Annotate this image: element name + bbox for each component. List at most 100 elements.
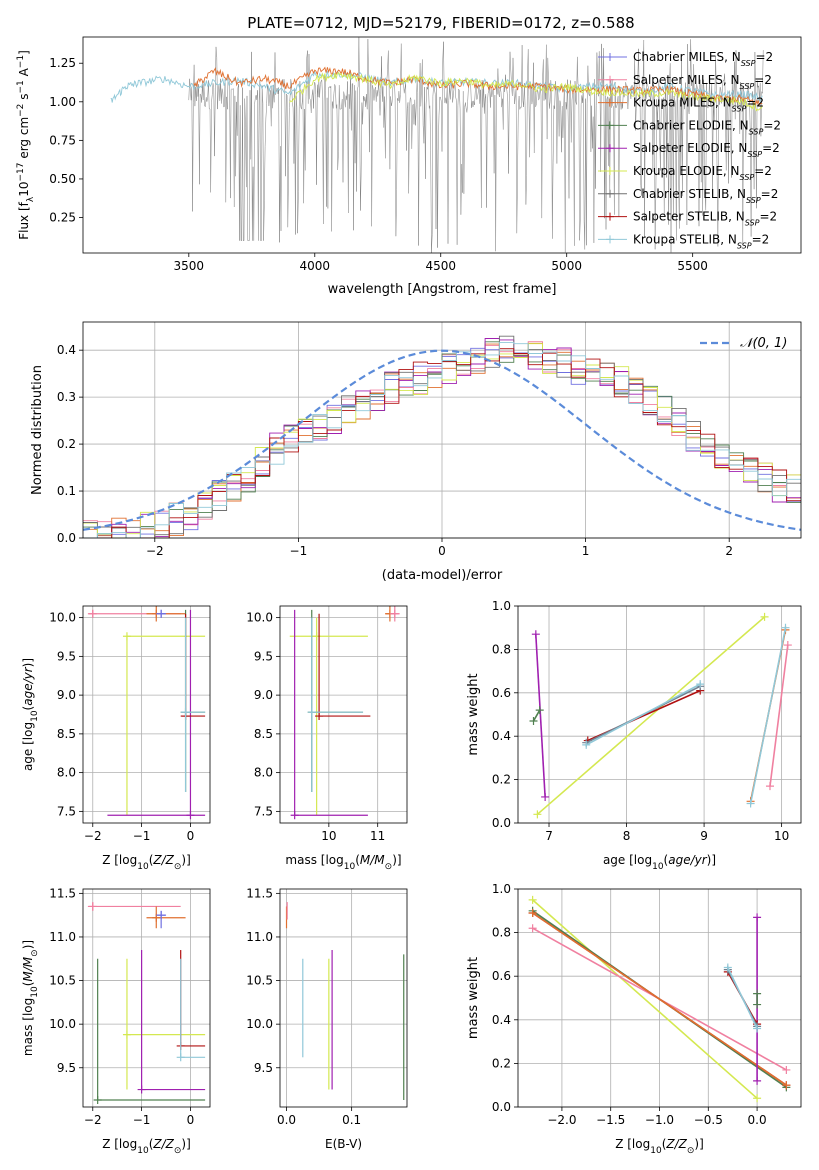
data-point bbox=[541, 792, 550, 801]
legend: Chabrier MILES, NSSP=2 Salpeter MILES, NS… bbox=[598, 50, 781, 250]
y-tick-label: 0.6 bbox=[492, 969, 511, 983]
x-tick-label: 3500 bbox=[174, 259, 205, 273]
age_vs_mass-data bbox=[289, 606, 400, 820]
y-tick-label: 0.3 bbox=[57, 390, 76, 404]
x-tick-label: 5000 bbox=[551, 259, 582, 273]
data-point bbox=[315, 712, 324, 721]
histogram-step bbox=[83, 342, 801, 538]
data-point bbox=[781, 623, 790, 632]
data-point bbox=[176, 1053, 185, 1062]
legend-label: Chabrier ELODIE, NSSP=2 bbox=[633, 118, 781, 136]
data-point bbox=[528, 924, 537, 933]
y-tick-label: 0.2 bbox=[57, 437, 76, 451]
weight-line bbox=[532, 912, 787, 1086]
y-axis-label: age [log10(age/yr)] bbox=[21, 658, 40, 771]
y-tick-label: 8.5 bbox=[57, 727, 76, 741]
data-point bbox=[157, 911, 166, 920]
data-point bbox=[390, 609, 399, 618]
y-tick-label: 0.75 bbox=[49, 133, 76, 147]
legend-marker bbox=[606, 121, 614, 130]
axes-frame bbox=[517, 605, 802, 824]
legend-marker bbox=[606, 167, 614, 175]
model-curve bbox=[193, 66, 763, 107]
data-point bbox=[137, 1085, 146, 1094]
y-tick-label: 0.8 bbox=[492, 642, 511, 656]
axes-frame bbox=[279, 605, 408, 824]
data-point bbox=[307, 708, 316, 717]
y-tick-label: 0.1 bbox=[57, 484, 76, 498]
x-tick-label: 1 bbox=[582, 544, 590, 558]
age_vs_Z-data bbox=[87, 606, 206, 820]
data-point bbox=[122, 632, 131, 641]
legend-marker bbox=[606, 189, 614, 198]
y-tick-label: 8.0 bbox=[254, 766, 273, 780]
legend-label: Chabrier STELIB, NSSP=2 bbox=[633, 187, 778, 205]
legend-marker bbox=[606, 144, 614, 153]
data-point bbox=[582, 740, 591, 749]
legend-label: Chabrier MILES, NSSP=2 bbox=[633, 50, 773, 68]
data-point bbox=[746, 799, 755, 808]
x-axis-label: Z [log10(Z/Z⊙)] bbox=[102, 853, 191, 872]
y-axis-label: mass [log10(M/M⊙)] bbox=[21, 940, 40, 1056]
data-point bbox=[181, 708, 190, 717]
y-tick-label: 1.00 bbox=[49, 95, 76, 109]
x-tick-label: −2.0 bbox=[547, 1113, 576, 1127]
x-axis-label: (data-model)/error bbox=[382, 568, 503, 583]
age_vs_Z-panel: −2 −1 0 7.5 8.0 8.5 9.0 9.5 10.0 Z [log10(Z/Z⊙)] a… bbox=[21, 605, 211, 872]
legend-label: Salpeter STELIB, NSSP=2 bbox=[633, 210, 777, 228]
weight-line bbox=[727, 967, 758, 1029]
x-tick-label: −0.5 bbox=[694, 1113, 723, 1127]
weight_vs_age-data bbox=[529, 612, 792, 819]
data-point bbox=[696, 680, 705, 689]
y-tick-label: 7.5 bbox=[254, 804, 273, 818]
x-axis-label: mass [log10(M/M⊙)] bbox=[285, 853, 401, 872]
weight_vs_age-panel: 7 8 9 10 0.0 0.2 0.4 0.6 0.8 1.0 age [log10(age/yr… bbox=[466, 599, 802, 872]
y-tick-label: 1.0 bbox=[492, 882, 511, 896]
x-tick-label: 0.1 bbox=[342, 1113, 361, 1127]
x-tick-label: 0.0 bbox=[277, 1113, 296, 1127]
x-tick-label: 0 bbox=[187, 1113, 195, 1127]
data-point bbox=[753, 1076, 762, 1085]
model-curve bbox=[110, 70, 763, 103]
x-tick-label: −1 bbox=[290, 544, 308, 558]
data-point bbox=[88, 902, 97, 911]
data-point bbox=[157, 609, 166, 618]
y-tick-label: 0.6 bbox=[492, 686, 511, 700]
data-point bbox=[753, 1024, 762, 1033]
data-point bbox=[528, 895, 537, 904]
x-axis-label: Z [log10(Z/Z⊙)] bbox=[615, 1137, 704, 1156]
y-tick-label: 10.0 bbox=[246, 611, 273, 625]
data-point bbox=[152, 913, 161, 922]
x-tick-label: 9 bbox=[700, 829, 708, 843]
residuals-data bbox=[83, 335, 801, 538]
weight-line bbox=[769, 644, 789, 787]
x-tick-label: −1 bbox=[133, 1113, 151, 1127]
y-tick-label: 10.0 bbox=[49, 1017, 76, 1031]
legend-label: Salpeter ELODIE, NSSP=2 bbox=[633, 141, 780, 159]
x-tick-label: 4500 bbox=[425, 259, 456, 273]
model-curve bbox=[289, 71, 763, 112]
y-tick-label: 0.2 bbox=[492, 1056, 511, 1070]
data-point bbox=[533, 810, 542, 819]
weight_vs_Z-panel: −2.0 −1.5 −1.0 −0.5 0.0 0.0 0.2 0.4 0.6 0.8 1.0 Z [… bbox=[466, 882, 802, 1156]
x-tick-label: 11 bbox=[370, 829, 385, 843]
spectrum-panel: 3500 4000 4500 5000 5500 0.25 0.50 0.75 1.00 1.25… bbox=[16, 36, 802, 297]
x-tick-label: 10 bbox=[774, 829, 789, 843]
x-axis-label: E(B-V) bbox=[325, 1137, 362, 1151]
y-tick-label: 8.5 bbox=[254, 727, 273, 741]
x-tick-label: 10 bbox=[321, 829, 336, 843]
legend-label: Kroupa STELIB, NSSP=2 bbox=[633, 232, 769, 250]
weight-line bbox=[532, 899, 758, 1099]
y-tick-label: 9.0 bbox=[254, 688, 273, 702]
data-point bbox=[535, 706, 544, 715]
data-point bbox=[753, 989, 762, 998]
legend-label: Salpeter MILES, NSSP=2 bbox=[633, 73, 772, 91]
weight-line bbox=[749, 627, 787, 804]
weight_vs_Z-data bbox=[528, 895, 791, 1103]
data-point bbox=[753, 1094, 762, 1103]
x-tick-label: 8 bbox=[623, 829, 631, 843]
x-tick-label: 5500 bbox=[677, 259, 708, 273]
y-tick-label: 10.5 bbox=[246, 974, 273, 988]
legend-marker bbox=[606, 98, 614, 107]
